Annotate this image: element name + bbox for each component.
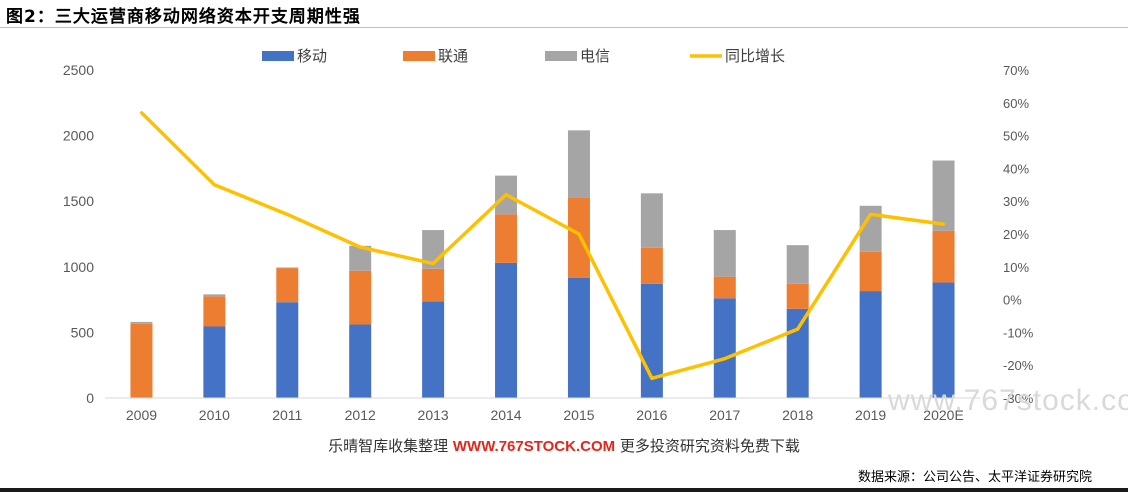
y-right-tick: 40% — [1003, 161, 1029, 176]
bar-mobile-2013 — [422, 301, 445, 398]
bar-unicom-2016 — [640, 247, 663, 284]
title-divider — [0, 27, 1128, 28]
x-tick-2011: 2011 — [272, 407, 302, 423]
x-tick-2010: 2010 — [199, 407, 230, 423]
bar-unicom-2013 — [422, 268, 445, 302]
bar-unicom-2009 — [130, 323, 153, 398]
bar-telecom-2016 — [640, 193, 663, 248]
legend-label: 电信 — [580, 47, 610, 65]
x-tick-2015: 2015 — [563, 407, 594, 423]
bar-telecom-2019 — [859, 205, 882, 252]
bottom-rule — [0, 488, 1128, 492]
chart-title: 图2：三大运营商移动网络资本开支周期性强 — [6, 7, 361, 27]
bar-telecom-2017 — [713, 230, 736, 277]
bar-unicom-2012 — [349, 270, 372, 325]
bar-telecom-2009 — [130, 321, 153, 324]
bar-unicom-2020E — [932, 230, 955, 283]
bar-mobile-2017 — [713, 298, 736, 398]
y-right-tick: 60% — [1003, 96, 1029, 111]
x-tick-2014: 2014 — [490, 407, 521, 423]
bar-telecom-2020E — [932, 160, 955, 231]
growth-point-2020E — [942, 222, 946, 226]
bar-unicom-2010 — [203, 296, 226, 327]
x-tick-2012: 2012 — [345, 407, 376, 423]
axes-group: 0 500 1000 1500 2000 2500 -30% -20% -10% 0% 10% 20%… — [63, 62, 1034, 423]
growth-point-2017 — [723, 357, 727, 361]
legend-swatch-telecom — [545, 51, 577, 61]
legend: 移动 联通 电信 同比增长 — [262, 47, 785, 65]
y-left-tick: 2500 — [63, 62, 94, 78]
banner-prefix: 乐晴智库收集整理 — [328, 437, 449, 455]
bar-unicom-2017 — [713, 276, 736, 299]
bar-unicom-2018 — [786, 283, 809, 309]
growth-point-2013 — [431, 262, 435, 266]
y-right-tick: -10% — [1003, 325, 1034, 340]
y-right-tick: 30% — [1003, 194, 1029, 209]
x-tick-2018: 2018 — [782, 407, 813, 423]
legend-swatch-mobile — [262, 51, 294, 61]
y-left-tick: 1000 — [63, 259, 94, 275]
growth-point-2018 — [796, 327, 800, 331]
y-right-tick: 70% — [1003, 63, 1029, 78]
bar-unicom-2014 — [495, 214, 518, 263]
banner-url[interactable]: WWW.767STOCK.COM — [452, 438, 616, 455]
growth-point-2019 — [869, 212, 873, 216]
bar-mobile-2010 — [203, 326, 226, 398]
bar-telecom-2011 — [276, 267, 299, 269]
bar-mobile-2014 — [495, 262, 518, 398]
y-right-tick: -20% — [1003, 358, 1034, 373]
bar-telecom-2012 — [349, 245, 372, 271]
growth-point-2009 — [139, 111, 143, 115]
bar-mobile-2019 — [859, 291, 882, 398]
growth-point-2014 — [504, 193, 508, 197]
x-tick-2019: 2019 — [855, 407, 886, 423]
bar-mobile-2020E — [932, 282, 955, 398]
bar-telecom-2010 — [203, 294, 226, 297]
bar-unicom-2011 — [276, 268, 299, 303]
bar-unicom-2019 — [859, 251, 882, 292]
growth-line — [140, 111, 944, 381]
bar-mobile-2018 — [786, 308, 809, 398]
download-banner: 乐晴智库收集整理 WWW.767STOCK.COM 更多投资研究资料免费下载 — [0, 435, 1128, 456]
growth-point-2016 — [650, 376, 654, 380]
legend-label: 联通 — [438, 47, 468, 65]
x-tick-2016: 2016 — [636, 407, 667, 423]
y-right-tick: 50% — [1003, 129, 1029, 144]
x-tick-2013: 2013 — [418, 407, 449, 423]
x-tick-2017: 2017 — [709, 407, 740, 423]
growth-point-2012 — [358, 245, 362, 249]
y-right-tick: 0% — [1003, 293, 1022, 308]
y-left-tick: 500 — [71, 324, 95, 340]
y-right-tick: 10% — [1003, 260, 1029, 275]
y-left-tick: 0 — [86, 390, 94, 406]
x-tick-2009: 2009 — [126, 407, 157, 423]
bar-mobile-2016 — [640, 283, 663, 398]
bar-telecom-2015 — [567, 130, 590, 198]
bar-telecom-2018 — [786, 245, 809, 284]
legend-swatch-unicom — [403, 51, 435, 61]
bar-mobile-2012 — [349, 324, 372, 398]
bar-mobile-2015 — [567, 277, 590, 398]
y-right-tick: 20% — [1003, 227, 1029, 242]
legend-label: 同比增长 — [725, 47, 785, 65]
bar-group — [130, 130, 955, 398]
y-left-tick: 1500 — [63, 193, 94, 209]
y-right-tick: -30% — [1003, 391, 1034, 406]
legend-label: 移动 — [297, 47, 327, 65]
growth-point-2011 — [285, 212, 289, 216]
growth-point-2015 — [577, 232, 581, 236]
x-tick-2020E: 2020E — [923, 407, 963, 423]
y-left-tick: 2000 — [63, 128, 94, 144]
growth-line-group — [139, 111, 946, 381]
growth-point-2010 — [212, 183, 216, 187]
banner-suffix: 更多投资研究资料免费下载 — [619, 437, 800, 455]
bar-mobile-2011 — [276, 302, 299, 398]
watermark-overlay: www.767stock.co — [888, 384, 1128, 417]
source-note: 数据来源：公司公告、太平洋证券研究院 — [857, 470, 1092, 485]
